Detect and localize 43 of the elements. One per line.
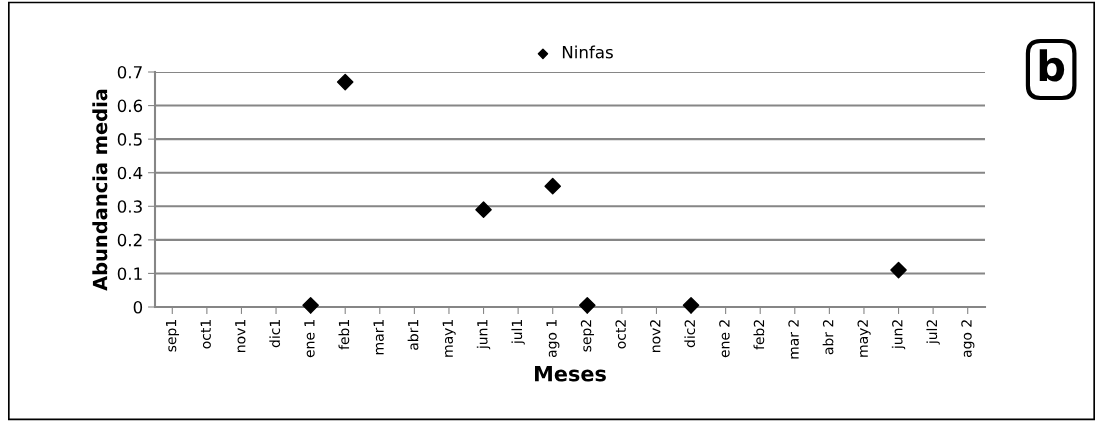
y-tick-label: 0.4: [117, 166, 143, 180]
y-tick-label: 0.1: [117, 267, 142, 280]
x-tick-label: nov1: [235, 320, 246, 352]
x-tick-label: sep1: [166, 320, 180, 352]
x-tick-label: ene 2: [719, 320, 730, 358]
point: [682, 297, 700, 314]
x-tick-label: mar 2: [788, 320, 799, 359]
x-tick-label: may2: [857, 320, 871, 357]
x-tick-label: mar1: [373, 320, 384, 355]
x-tick-label: ene 1: [304, 320, 315, 358]
y-axis-title: Abundancia media: [92, 89, 108, 291]
legend-label: Ninfas: [562, 45, 613, 59]
x-tick-label: oct1: [200, 320, 211, 349]
x-tick-label: nov2: [649, 320, 661, 352]
y-tick-label: 0.6: [117, 99, 143, 113]
x-tick-label: oct2: [615, 320, 626, 349]
point: [890, 261, 907, 279]
y-tick-label: 0.5: [117, 133, 142, 146]
x-tick-label: jul2: [926, 320, 940, 345]
x-tick-label: feb2: [753, 320, 765, 350]
x-tick-label: sep2: [580, 320, 595, 352]
point: [475, 201, 492, 218]
x-tick-label: ago 1: [546, 320, 560, 358]
x-tick-label: jun2: [891, 320, 906, 350]
x-axis-title: Meses: [535, 366, 606, 382]
point: [578, 297, 596, 314]
x-tick-label: dic1: [269, 320, 281, 348]
point: [544, 177, 562, 195]
y-tick-label: 0.3: [117, 200, 142, 213]
point: [336, 73, 354, 91]
y-tick-label: 0.2: [117, 233, 142, 247]
point: [302, 297, 319, 314]
x-tick-label: jun1: [476, 320, 491, 350]
x-tick-label: abr1: [407, 320, 419, 350]
x-tick-label: dic2: [684, 320, 696, 348]
x-tick-label: jul1: [511, 320, 525, 345]
y-tick-label: 0: [133, 300, 143, 314]
x-tick-label: feb1: [338, 320, 350, 350]
x-tick-label: abr 2: [822, 320, 834, 355]
x-tick-label: ago 2: [961, 320, 975, 358]
text: b: [1039, 49, 1065, 82]
x-tick-label: may1: [442, 320, 456, 357]
y-tick-label: 0.7: [117, 65, 142, 79]
